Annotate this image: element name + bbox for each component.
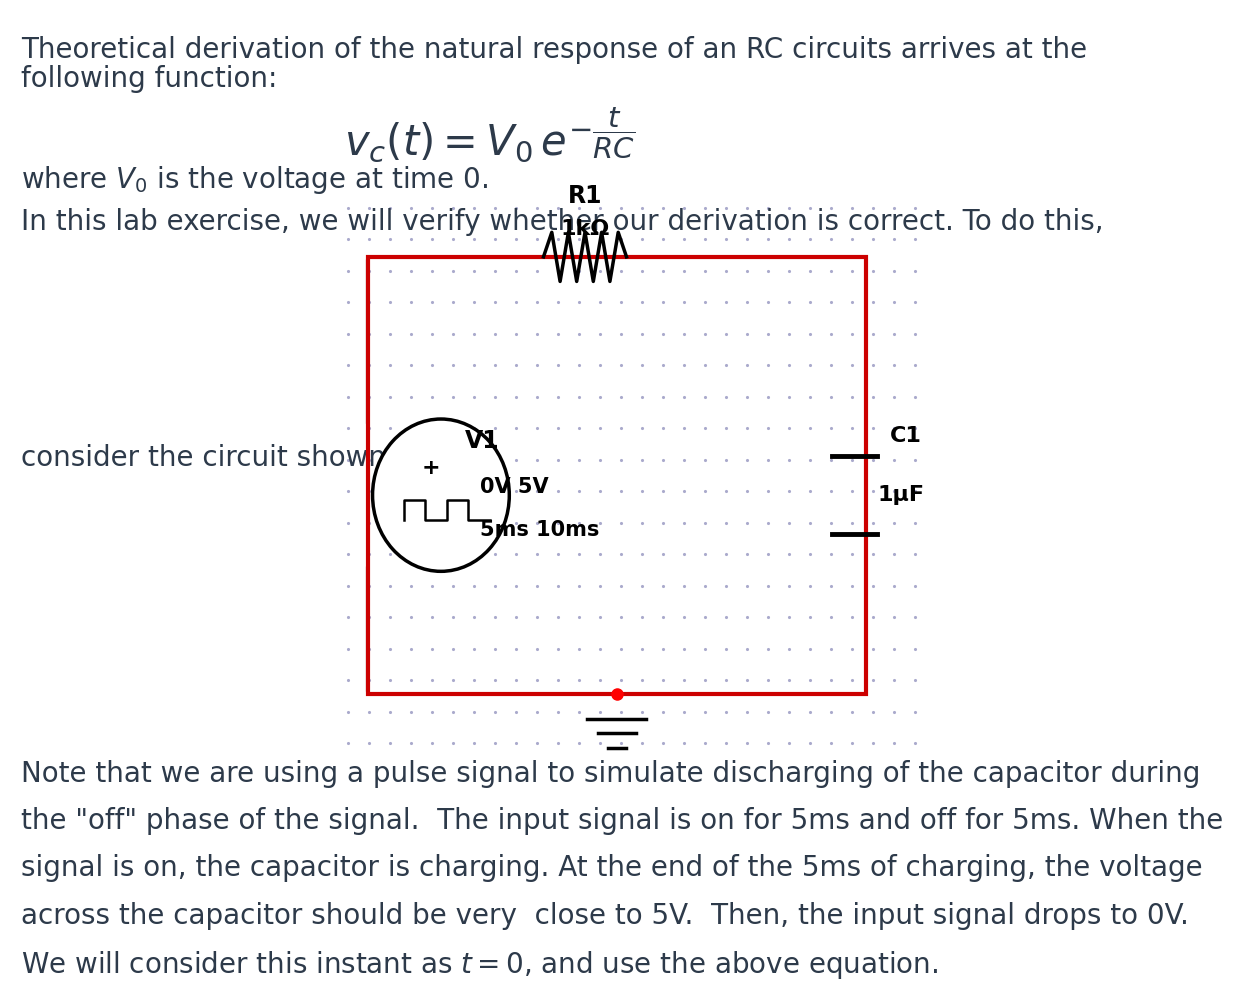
- Text: across the capacitor should be very  close to 5V.  Then, the input signal drops : across the capacitor should be very clos…: [21, 902, 1189, 930]
- Text: the "off" phase of the signal.  The input signal is on for 5ms and off for 5ms. : the "off" phase of the signal. The input…: [21, 807, 1223, 836]
- Text: Note that we are using a pulse signal to simulate discharging of the capacitor d: Note that we are using a pulse signal to…: [21, 760, 1200, 788]
- Text: +: +: [422, 457, 440, 477]
- Text: We will consider this instant as $t = 0$, and use the above equation.: We will consider this instant as $t = 0$…: [21, 948, 939, 981]
- Text: 0V 5V: 0V 5V: [480, 477, 548, 497]
- Ellipse shape: [372, 419, 510, 571]
- Text: C1: C1: [890, 426, 923, 446]
- Text: V1: V1: [465, 429, 500, 453]
- Text: following function:: following function:: [21, 65, 278, 93]
- Text: 1μF: 1μF: [878, 485, 925, 505]
- Text: 1kΩ: 1kΩ: [560, 219, 610, 240]
- Text: R1: R1: [568, 184, 603, 208]
- Text: In this lab exercise, we will verify whether our derivation is correct. To do th: In this lab exercise, we will verify whe…: [21, 208, 1104, 236]
- Text: Theoretical derivation of the natural response of an RC circuits arrives at the: Theoretical derivation of the natural re…: [21, 36, 1087, 63]
- Text: 5ms 10ms: 5ms 10ms: [480, 520, 599, 540]
- Text: $v_c(t) = V_0\,e^{-\dfrac{t}{RC}}$: $v_c(t) = V_0\,e^{-\dfrac{t}{RC}}$: [345, 105, 635, 164]
- Text: signal is on, the capacitor is charging. At the end of the 5ms of charging, the : signal is on, the capacitor is charging.…: [21, 854, 1203, 882]
- Text: consider the circuit shown below:: consider the circuit shown below:: [21, 445, 485, 472]
- Text: where $V_0$ is the voltage at time 0.: where $V_0$ is the voltage at time 0.: [21, 163, 489, 196]
